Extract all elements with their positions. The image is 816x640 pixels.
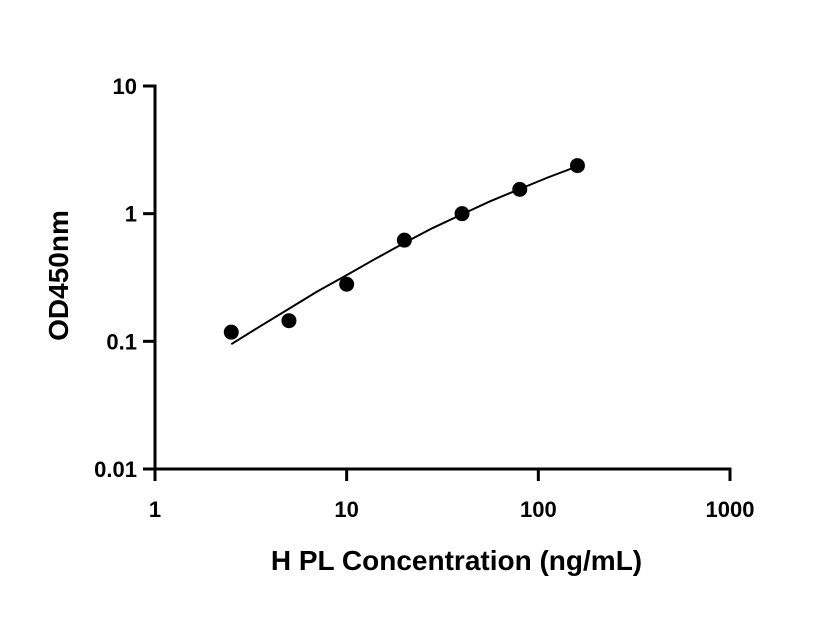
y-tick-label: 10 — [113, 74, 137, 99]
plot-area: 0.01 0.1 1 10 1 10 100 1000 — [94, 74, 754, 522]
data-point — [512, 181, 528, 197]
x-axis-ticks: 1 10 100 1000 — [149, 469, 755, 522]
y-axis-title: OD450nm — [43, 210, 74, 341]
y-tick-label: 1 — [125, 202, 137, 227]
data-point — [454, 206, 470, 222]
x-axis-title: H PL Concentration (ng/mL) — [271, 545, 642, 576]
y-axis-ticks: 0.01 0.1 1 10 — [94, 74, 155, 482]
data-points — [223, 158, 585, 340]
x-tick-label: 1000 — [706, 497, 755, 522]
data-point — [569, 158, 585, 174]
data-point — [223, 324, 239, 340]
x-tick-label: 1 — [149, 497, 161, 522]
data-point — [281, 313, 297, 329]
x-tick-label: 10 — [334, 497, 358, 522]
x-tick-label: 100 — [520, 497, 557, 522]
y-tick-label: 0.1 — [106, 329, 137, 354]
data-point — [396, 232, 412, 248]
data-point — [339, 276, 355, 292]
y-tick-label: 0.01 — [94, 457, 137, 482]
